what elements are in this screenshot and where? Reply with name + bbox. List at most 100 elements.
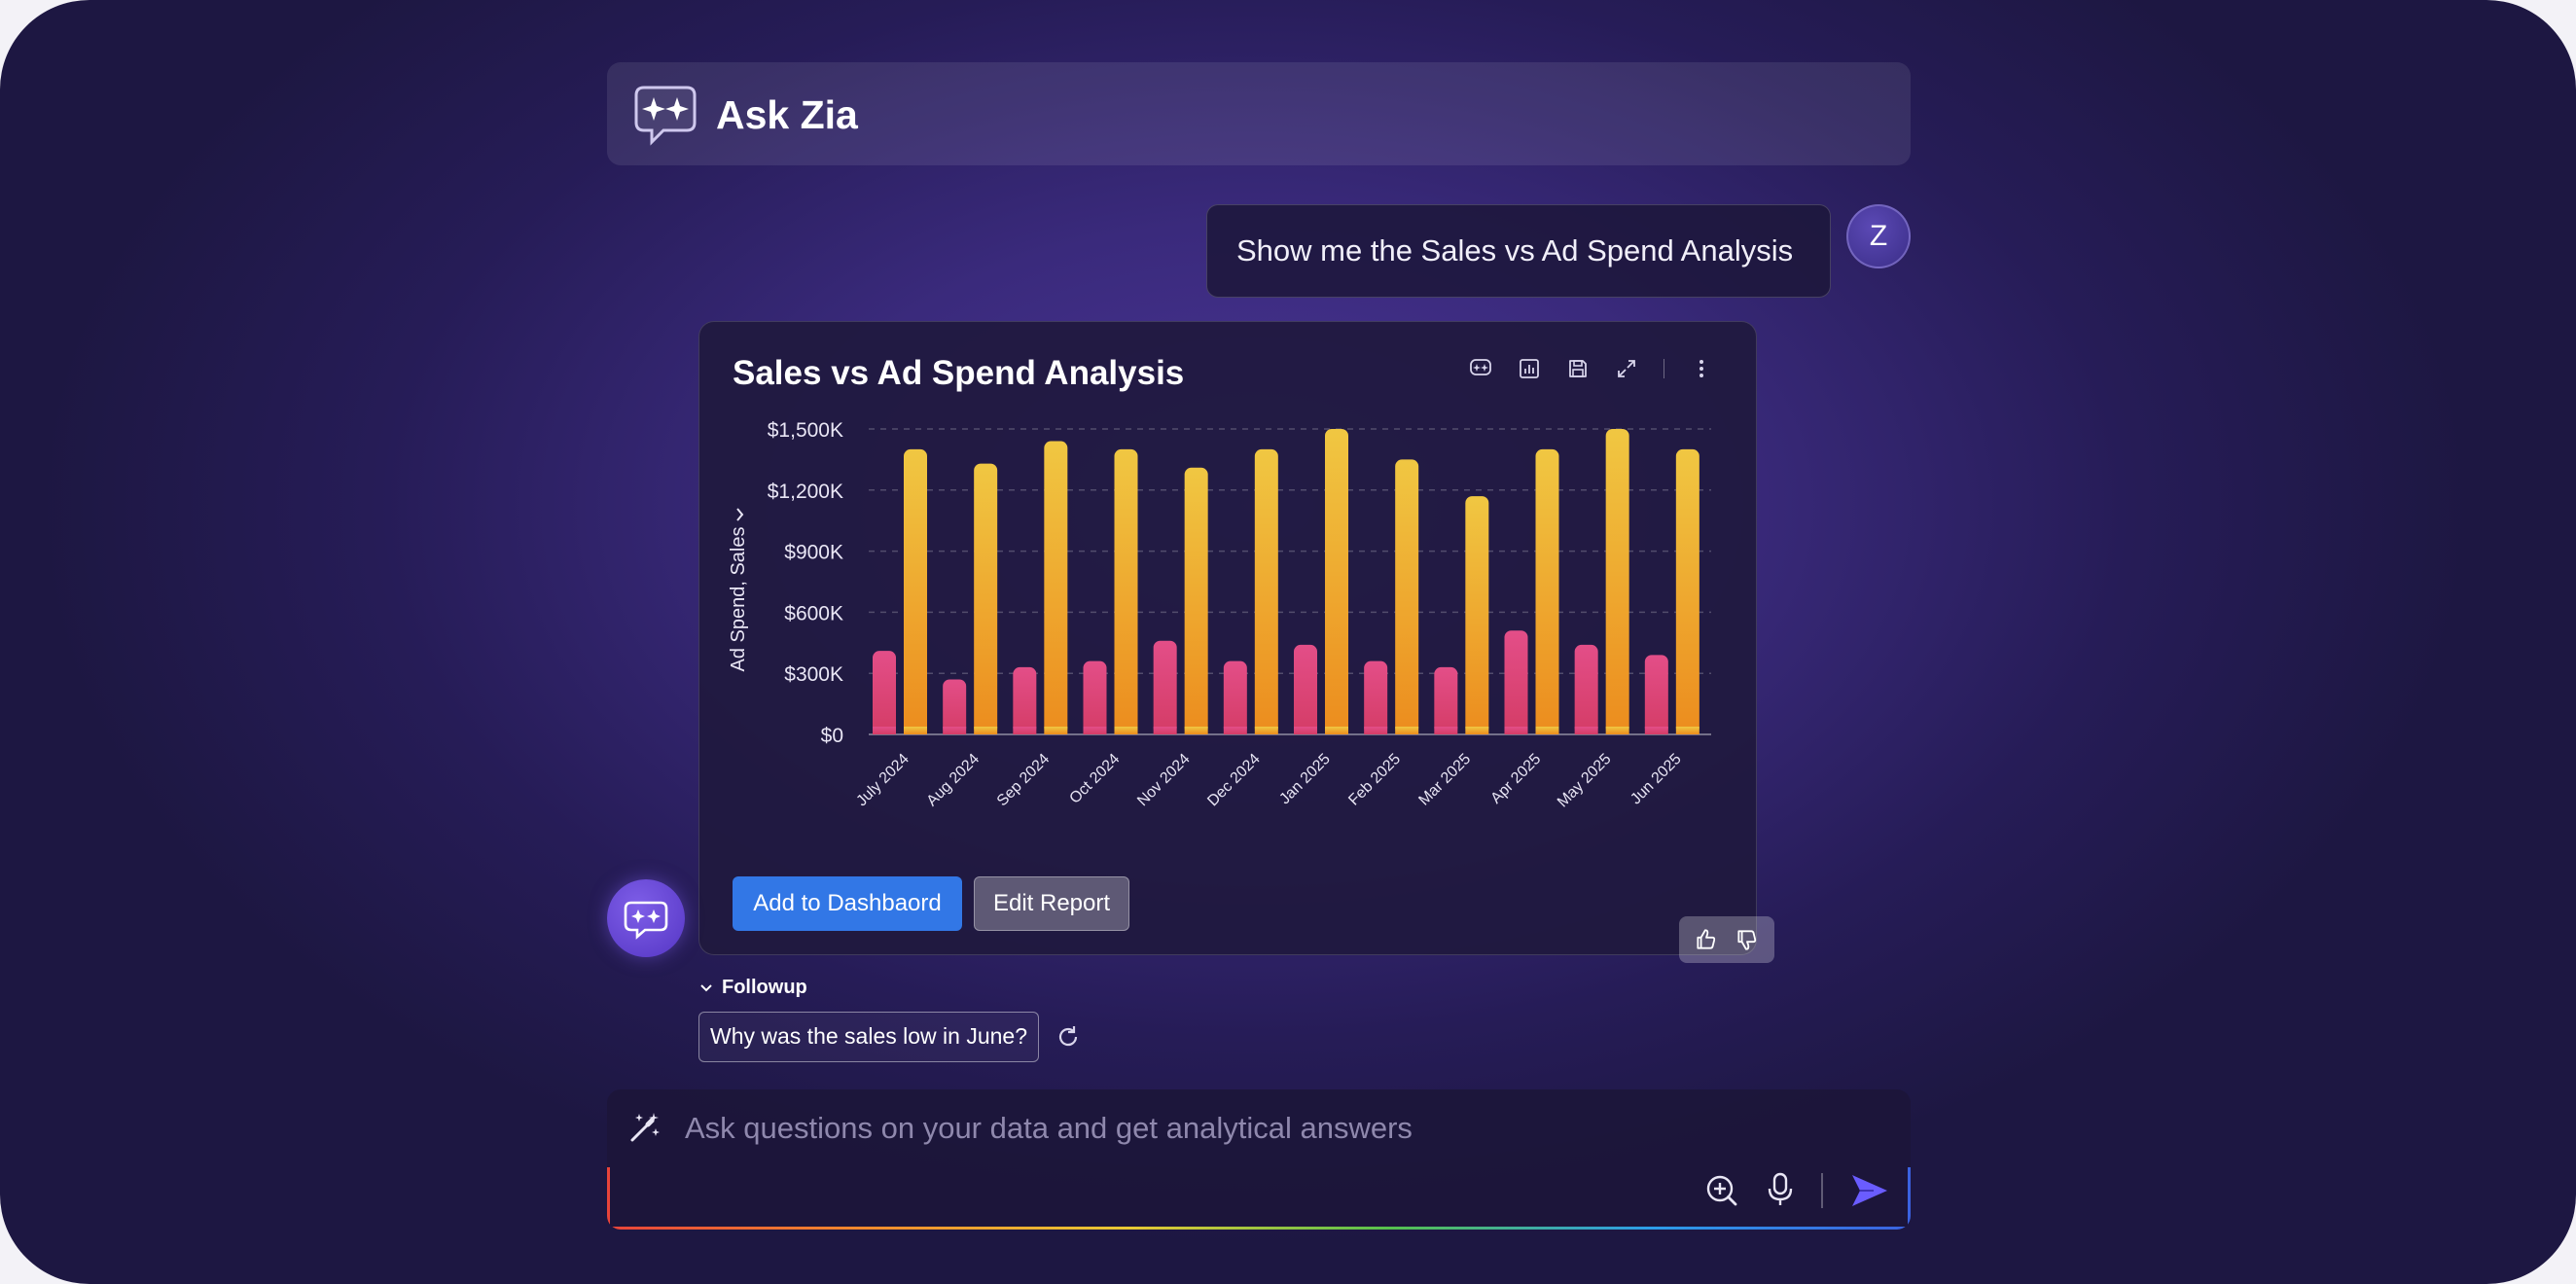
ad-spend-bar [943, 679, 967, 734]
sales-bar [1044, 441, 1068, 734]
sales-bar-base [1184, 727, 1208, 734]
followup-suggestion[interactable]: Why was the sales low in June? [698, 1012, 1039, 1062]
x-tick-label: Jan 2025 [1276, 751, 1334, 808]
ad-spend-bar [1083, 660, 1107, 734]
page-title: Ask Zia [716, 92, 858, 137]
sales-bar-base [1114, 727, 1138, 734]
user-message-text: Show me the Sales vs Ad Spend Analysis [1236, 233, 1794, 268]
composer-left-border [607, 1167, 610, 1230]
chart-type-icon[interactable] [1518, 357, 1541, 380]
y-tick-label: $1,500K [768, 419, 843, 442]
ask-input[interactable] [683, 1103, 1757, 1154]
header: Ask Zia [607, 62, 1911, 165]
ad-spend-bar [1504, 630, 1528, 734]
ad-spend-bar-base [1644, 727, 1668, 734]
sales-bar-base [1325, 727, 1348, 734]
x-tick-label: Sep 2024 [994, 751, 1054, 810]
sales-bar [1325, 429, 1348, 734]
ad-spend-bar [1294, 644, 1317, 734]
sales-bar [1395, 459, 1419, 734]
thumbs-down-icon[interactable] [1735, 927, 1760, 952]
sparkle-chat-icon [624, 901, 668, 940]
sales-bar-base [974, 727, 998, 734]
y-tick-label: $900K [784, 542, 843, 564]
ad-spend-bar-base [943, 727, 967, 734]
zia-avatar [607, 879, 685, 957]
y-tick-label: $1,200K [768, 481, 843, 503]
ad-spend-bar-base [1153, 727, 1177, 734]
sales-bar-base [1465, 727, 1489, 734]
ad-spend-bar-base [1574, 727, 1598, 734]
ad-spend-bar-base [1083, 727, 1107, 734]
sales-bar [904, 448, 927, 734]
more-vertical-icon[interactable] [1690, 357, 1713, 380]
sales-bar-base [1535, 727, 1559, 734]
sales-bar-base [1675, 727, 1699, 734]
sparkle-chat-icon [634, 86, 697, 146]
y-tick-label: $600K [784, 602, 843, 624]
x-tick-label: Dec 2024 [1204, 751, 1264, 810]
bar-chart: $0 $300K $600K $900K $1,200K $1,500K July 2024… [728, 419, 1711, 811]
x-tick-label: Oct 2024 [1066, 751, 1123, 807]
zoom-in-icon[interactable] [1704, 1173, 1739, 1208]
ad-spend-bar [873, 651, 896, 734]
x-tick-label: Mar 2025 [1415, 751, 1474, 809]
y-axis-chevron-icon [736, 508, 744, 521]
x-tick-label: Feb 2025 [1345, 751, 1404, 809]
chart-toolbar [1469, 349, 1714, 388]
composer-right-border [1908, 1167, 1911, 1230]
ad-spend-bar [1223, 660, 1247, 734]
ad-spend-bar-base [873, 727, 896, 734]
ad-spend-bar-base [1434, 727, 1458, 734]
edit-report-button[interactable]: Edit Report [974, 876, 1129, 931]
y-axis-label: Ad Spend, Sales [728, 527, 749, 672]
composer-gradient-border [607, 1227, 1911, 1230]
ad-spend-bar [1434, 666, 1458, 734]
sales-bar-base [904, 727, 927, 734]
chart-title: Sales vs Ad Spend Analysis [733, 354, 1185, 392]
composer-divider [1821, 1173, 1823, 1208]
sales-bar-base [1044, 727, 1068, 734]
ad-spend-bar [1644, 655, 1668, 734]
thumbs-up-icon[interactable] [1694, 927, 1719, 952]
ad-spend-bar-base [1013, 727, 1037, 734]
report-card: $0 $300K $600K $900K $1,200K $1,500K July 2024… [698, 321, 1757, 955]
ad-spend-bar [1153, 640, 1177, 734]
x-tick-label: Apr 2025 [1487, 751, 1544, 807]
x-tick-label: Nov 2024 [1134, 751, 1194, 810]
x-tick-label: Aug 2024 [924, 751, 984, 810]
sales-bar [974, 463, 998, 734]
ad-spend-bar [1364, 660, 1388, 734]
magic-wand-icon[interactable] [626, 1109, 663, 1146]
user-message-bubble: Show me the Sales vs Ad Spend Analysis [1206, 204, 1831, 298]
refresh-icon[interactable] [1055, 1023, 1082, 1051]
sales-bar [1254, 448, 1278, 734]
followup-toggle[interactable]: Followup [698, 977, 807, 999]
chevron-down-icon [700, 983, 712, 991]
ad-spend-bar-base [1294, 727, 1317, 734]
save-icon[interactable] [1566, 357, 1590, 380]
y-tick-label: $0 [821, 725, 843, 747]
followup-label: Followup [722, 977, 807, 998]
x-tick-label: May 2025 [1555, 751, 1615, 811]
expand-icon[interactable] [1615, 357, 1638, 380]
sparkle-chat-icon[interactable] [1469, 357, 1492, 380]
toolbar-divider [1663, 359, 1664, 378]
sales-bar [1535, 448, 1559, 734]
sales-bar [1605, 429, 1629, 734]
add-to-dashboard-button[interactable]: Add to Dashbaord [733, 876, 962, 931]
ad-spend-bar-base [1364, 727, 1388, 734]
ad-spend-bar [1013, 666, 1037, 734]
send-icon[interactable] [1848, 1169, 1891, 1212]
x-tick-label: Jun 2025 [1628, 751, 1685, 808]
x-tick-label: July 2024 [853, 751, 912, 810]
y-tick-label: $300K [784, 663, 843, 686]
sales-bar [1675, 448, 1699, 734]
microphone-icon[interactable] [1763, 1171, 1798, 1208]
composer [607, 1089, 1911, 1230]
feedback-bar [1679, 916, 1774, 963]
user-avatar: Z [1846, 204, 1911, 268]
sales-bar [1114, 448, 1138, 734]
sales-bar-base [1605, 727, 1629, 734]
